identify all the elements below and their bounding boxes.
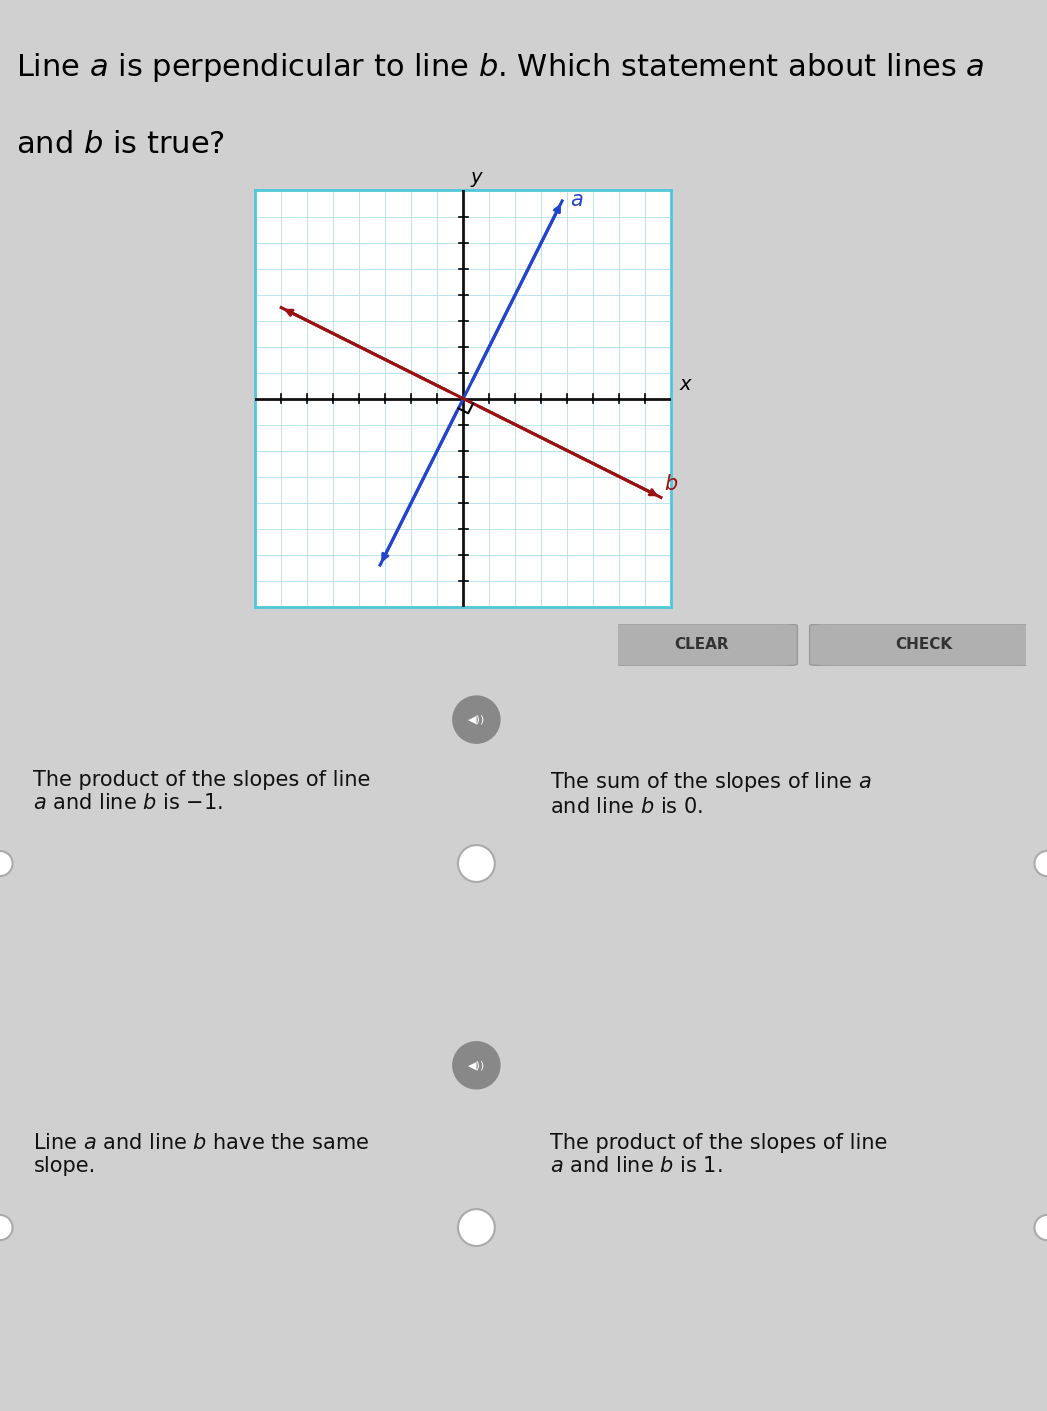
- FancyBboxPatch shape: [809, 624, 1039, 666]
- Circle shape: [0, 851, 13, 876]
- Text: ◀)): ◀)): [468, 714, 485, 725]
- Circle shape: [452, 696, 500, 744]
- Text: The product of the slopes of line
$a$ and line $b$ is 1.: The product of the slopes of line $a$ an…: [551, 1133, 888, 1175]
- Text: and $b$ is true?: and $b$ is true?: [16, 130, 225, 159]
- Text: CHECK: CHECK: [895, 638, 953, 652]
- Text: ◀)): ◀)): [468, 1060, 485, 1071]
- Circle shape: [1034, 851, 1047, 876]
- FancyBboxPatch shape: [605, 624, 798, 666]
- Circle shape: [458, 1209, 495, 1246]
- Text: $a$: $a$: [570, 190, 583, 210]
- Circle shape: [0, 1215, 13, 1240]
- Circle shape: [1034, 1215, 1047, 1240]
- Text: Line $a$ is perpendicular to line $b$. Which statement about lines $a$: Line $a$ is perpendicular to line $b$. W…: [16, 51, 984, 83]
- Text: $y$: $y$: [470, 169, 484, 189]
- Text: $b$: $b$: [664, 474, 677, 494]
- Text: The product of the slopes of line
$a$ and line $b$ is $-1$.: The product of the slopes of line $a$ an…: [34, 770, 371, 813]
- Text: Line $a$ and line $b$ have the same
slope.: Line $a$ and line $b$ have the same slop…: [34, 1133, 370, 1175]
- Circle shape: [452, 1041, 500, 1089]
- Text: $x$: $x$: [680, 374, 693, 394]
- Text: The sum of the slopes of line $a$
and line $b$ is 0.: The sum of the slopes of line $a$ and li…: [551, 770, 872, 817]
- Circle shape: [458, 845, 495, 882]
- Text: CLEAR: CLEAR: [674, 638, 729, 652]
